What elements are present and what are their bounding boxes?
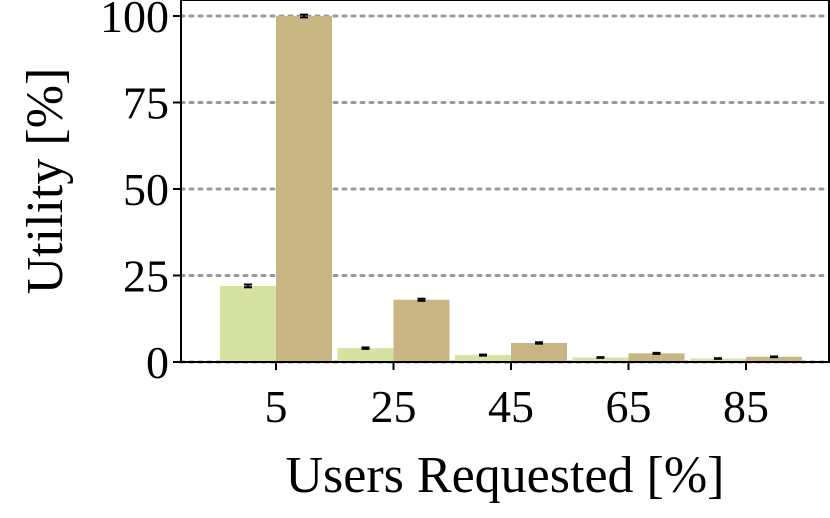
y-axis-title: Utility [%] <box>17 68 74 295</box>
y-axis-ticks: 0 25 50 75 100 <box>100 0 181 388</box>
x-tick-label: 5 <box>265 381 288 432</box>
x-tick-label: 65 <box>606 381 652 432</box>
bars <box>220 16 802 362</box>
bar-series-1-5 <box>220 285 276 362</box>
x-tick-label: 45 <box>488 381 534 432</box>
plot-frame <box>180 0 830 363</box>
y-tick-label: 50 <box>123 164 169 215</box>
bar-series-2-45 <box>511 342 567 362</box>
y-tick-label: 75 <box>123 78 169 129</box>
bar-series-2-65 <box>628 353 685 362</box>
bar-series-2-5 <box>276 16 332 362</box>
y-tick-label: 25 <box>123 251 169 302</box>
x-axis-title: Users Requested [%] <box>286 447 725 504</box>
bar-series-1-85 <box>690 358 746 362</box>
bar-series-1-45 <box>455 355 511 362</box>
bar-series-2-85 <box>746 356 802 362</box>
y-tick-label: 100 <box>100 0 169 42</box>
x-tick-label: 25 <box>371 381 417 432</box>
bar-series-2-25 <box>393 299 450 362</box>
error-bars <box>244 13 778 360</box>
y-tick-label: 0 <box>146 337 169 388</box>
x-tick-label: 85 <box>723 381 769 432</box>
bar-series-1-65 <box>572 357 629 362</box>
bar-series-1-25 <box>337 348 394 362</box>
x-axis-ticks: 5 25 45 65 85 <box>265 362 769 432</box>
